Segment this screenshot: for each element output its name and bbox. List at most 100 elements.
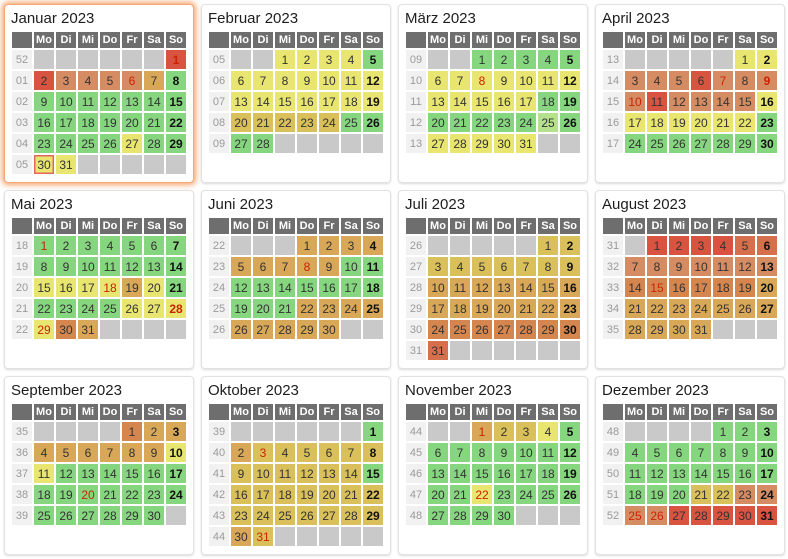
day-cell[interactable]: 18	[647, 113, 667, 132]
day-cell[interactable]: 20	[319, 485, 339, 504]
day-cell[interactable]: 20	[428, 485, 448, 504]
day-cell[interactable]: 22	[713, 485, 733, 504]
day-cell[interactable]: 1	[472, 50, 492, 69]
day-cell[interactable]: 27	[757, 299, 777, 318]
day-cell[interactable]: 4	[625, 443, 645, 462]
day-cell[interactable]: 14	[516, 278, 536, 297]
day-cell[interactable]: 5	[297, 443, 317, 462]
day-cell[interactable]: 8	[472, 71, 492, 90]
day-cell[interactable]: 18	[363, 278, 383, 297]
day-cell[interactable]: 19	[647, 485, 667, 504]
day-cell[interactable]: 24	[319, 113, 339, 132]
day-cell[interactable]: 1	[713, 422, 733, 441]
day-cell[interactable]: 22	[363, 485, 383, 504]
day-cell[interactable]: 21	[100, 485, 120, 504]
day-cell[interactable]: 10	[319, 71, 339, 90]
day-cell[interactable]: 19	[231, 299, 251, 318]
day-cell[interactable]: 30	[144, 506, 164, 525]
day-cell[interactable]: 14	[253, 92, 273, 111]
day-cell[interactable]: 26	[735, 299, 755, 318]
day-cell[interactable]: 16	[494, 464, 514, 483]
day-cell[interactable]: 5	[647, 443, 667, 462]
day-cell[interactable]: 3	[253, 443, 273, 462]
day-cell[interactable]: 4	[450, 257, 470, 276]
day-cell[interactable]: 27	[253, 320, 273, 339]
day-cell[interactable]: 29	[34, 320, 54, 339]
day-cell[interactable]: 31	[516, 134, 536, 153]
day-cell[interactable]: 11	[275, 464, 295, 483]
day-cell[interactable]: 15	[122, 464, 142, 483]
day-cell[interactable]: 22	[34, 299, 54, 318]
day-cell[interactable]: 9	[494, 71, 514, 90]
day-cell[interactable]: 16	[494, 92, 514, 111]
day-cell[interactable]: 4	[363, 236, 383, 255]
day-cell[interactable]: 10	[428, 278, 448, 297]
day-cell[interactable]: 14	[450, 92, 470, 111]
day-cell[interactable]: 12	[735, 257, 755, 276]
day-cell[interactable]: 22	[472, 113, 492, 132]
day-cell[interactable]: 26	[297, 506, 317, 525]
day-cell[interactable]: 25	[538, 113, 558, 132]
day-cell[interactable]: 9	[757, 71, 777, 90]
day-cell[interactable]: 6	[669, 443, 689, 462]
day-cell[interactable]: 7	[691, 443, 711, 462]
day-cell[interactable]: 28	[253, 134, 273, 153]
day-cell[interactable]: 20	[253, 299, 273, 318]
day-cell[interactable]: 13	[428, 464, 448, 483]
day-cell[interactable]: 9	[297, 71, 317, 90]
day-cell[interactable]: 17	[428, 299, 448, 318]
day-cell[interactable]: 21	[625, 299, 645, 318]
day-cell[interactable]: 29	[122, 506, 142, 525]
day-cell[interactable]: 25	[538, 485, 558, 504]
day-cell[interactable]: 24	[691, 299, 711, 318]
day-cell[interactable]: 11	[341, 71, 361, 90]
day-cell[interactable]: 18	[34, 485, 54, 504]
day-cell[interactable]: 27	[428, 506, 448, 525]
day-cell[interactable]: 25	[275, 506, 295, 525]
day-cell[interactable]: 21	[341, 485, 361, 504]
day-cell[interactable]: 17	[166, 464, 186, 483]
day-cell[interactable]: 23	[757, 113, 777, 132]
day-cell[interactable]: 6	[253, 257, 273, 276]
day-cell[interactable]: 13	[691, 92, 711, 111]
day-cell[interactable]: 7	[713, 71, 733, 90]
day-cell[interactable]: 24	[757, 485, 777, 504]
day-cell[interactable]: 23	[231, 506, 251, 525]
day-cell[interactable]: 23	[34, 134, 54, 153]
day-cell[interactable]: 13	[231, 92, 251, 111]
day-cell[interactable]: 16	[560, 278, 580, 297]
day-cell[interactable]: 26	[647, 506, 667, 525]
day-cell[interactable]: 21	[691, 485, 711, 504]
day-cell[interactable]: 8	[472, 443, 492, 462]
day-cell[interactable]: 20	[669, 485, 689, 504]
day-cell[interactable]: 28	[691, 506, 711, 525]
day-cell[interactable]: 23	[297, 113, 317, 132]
day-cell[interactable]: 24	[78, 299, 98, 318]
day-cell[interactable]: 6	[494, 257, 514, 276]
day-cell[interactable]: 19	[669, 113, 689, 132]
day-cell[interactable]: 30	[757, 134, 777, 153]
day-cell[interactable]: 12	[669, 92, 689, 111]
day-cell[interactable]: 13	[494, 278, 514, 297]
day-cell[interactable]: 7	[341, 443, 361, 462]
day-cell[interactable]: 2	[735, 422, 755, 441]
day-cell[interactable]: 2	[144, 422, 164, 441]
day-cell[interactable]: 28	[166, 299, 186, 318]
day-cell[interactable]: 21	[713, 113, 733, 132]
day-cell[interactable]: 27	[144, 299, 164, 318]
day-cell[interactable]: 1	[122, 422, 142, 441]
day-cell[interactable]: 14	[275, 278, 295, 297]
day-cell[interactable]: 5	[472, 257, 492, 276]
day-cell[interactable]: 3	[516, 50, 536, 69]
day-cell[interactable]: 21	[253, 113, 273, 132]
day-cell[interactable]: 16	[231, 485, 251, 504]
day-cell[interactable]: 13	[757, 257, 777, 276]
day-cell[interactable]: 23	[669, 299, 689, 318]
day-cell[interactable]: 18	[78, 113, 98, 132]
day-cell[interactable]: 3	[78, 236, 98, 255]
day-cell[interactable]: 3	[625, 71, 645, 90]
day-cell[interactable]: 18	[713, 278, 733, 297]
day-cell[interactable]: 8	[297, 257, 317, 276]
day-cell[interactable]: 8	[713, 443, 733, 462]
day-cell[interactable]: 29	[735, 134, 755, 153]
